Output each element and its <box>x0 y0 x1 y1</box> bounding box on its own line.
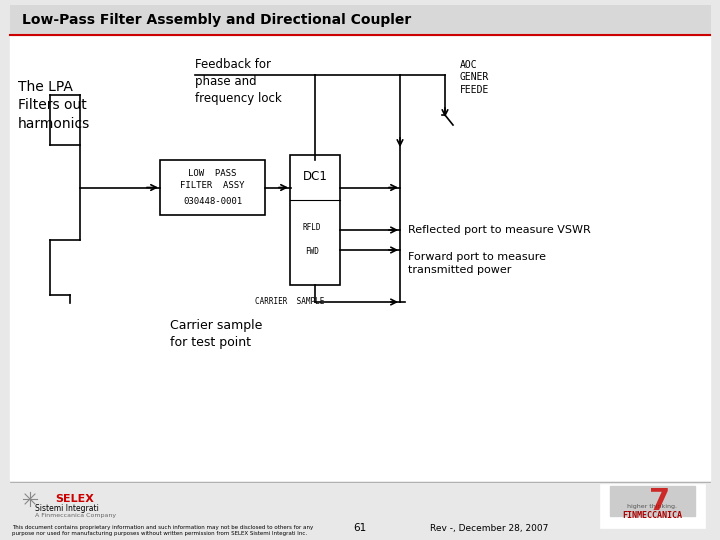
Bar <box>600 484 705 528</box>
Text: The LPA
Filters out
harmonics: The LPA Filters out harmonics <box>18 80 90 131</box>
Bar <box>610 486 695 516</box>
Text: DC1: DC1 <box>302 171 328 184</box>
Text: FINMECCANICA: FINMECCANICA <box>622 511 682 520</box>
Bar <box>10 482 710 535</box>
Bar <box>290 155 340 285</box>
Text: Low-Pass Filter Assembly and Directional Coupler: Low-Pass Filter Assembly and Directional… <box>22 13 411 27</box>
Bar <box>10 5 710 480</box>
Text: CARRIER  SAMPLE: CARRIER SAMPLE <box>255 298 325 307</box>
Text: This document contains proprietary information and such information may not be d: This document contains proprietary infor… <box>12 525 313 536</box>
Text: FWD: FWD <box>305 247 319 256</box>
Text: RFLD: RFLD <box>302 224 321 233</box>
Text: Forward port to measure
transmitted power: Forward port to measure transmitted powe… <box>408 252 546 275</box>
Text: Reflected port to measure VSWR: Reflected port to measure VSWR <box>408 225 590 235</box>
Text: A Finmeccanica Company: A Finmeccanica Company <box>35 513 116 518</box>
Bar <box>160 160 265 215</box>
Text: higher thinking.: higher thinking. <box>627 504 677 509</box>
Text: Feedback for
phase and
frequency lock: Feedback for phase and frequency lock <box>195 58 282 105</box>
Text: Carrier sample
for test point: Carrier sample for test point <box>170 319 262 349</box>
Text: AOC
GENER
FEEDE: AOC GENER FEEDE <box>460 60 490 95</box>
Text: 61: 61 <box>354 523 366 533</box>
Text: Rev -, December 28, 2007: Rev -, December 28, 2007 <box>430 523 549 532</box>
Bar <box>10 5 710 35</box>
Text: FILTER  ASSY: FILTER ASSY <box>180 181 245 191</box>
Text: LOW  PASS: LOW PASS <box>189 170 237 179</box>
Text: 7: 7 <box>649 487 670 516</box>
Text: Sistemi Integrati: Sistemi Integrati <box>35 504 99 513</box>
Text: 030448-0001: 030448-0001 <box>183 198 242 206</box>
Text: SELEX: SELEX <box>55 494 94 504</box>
